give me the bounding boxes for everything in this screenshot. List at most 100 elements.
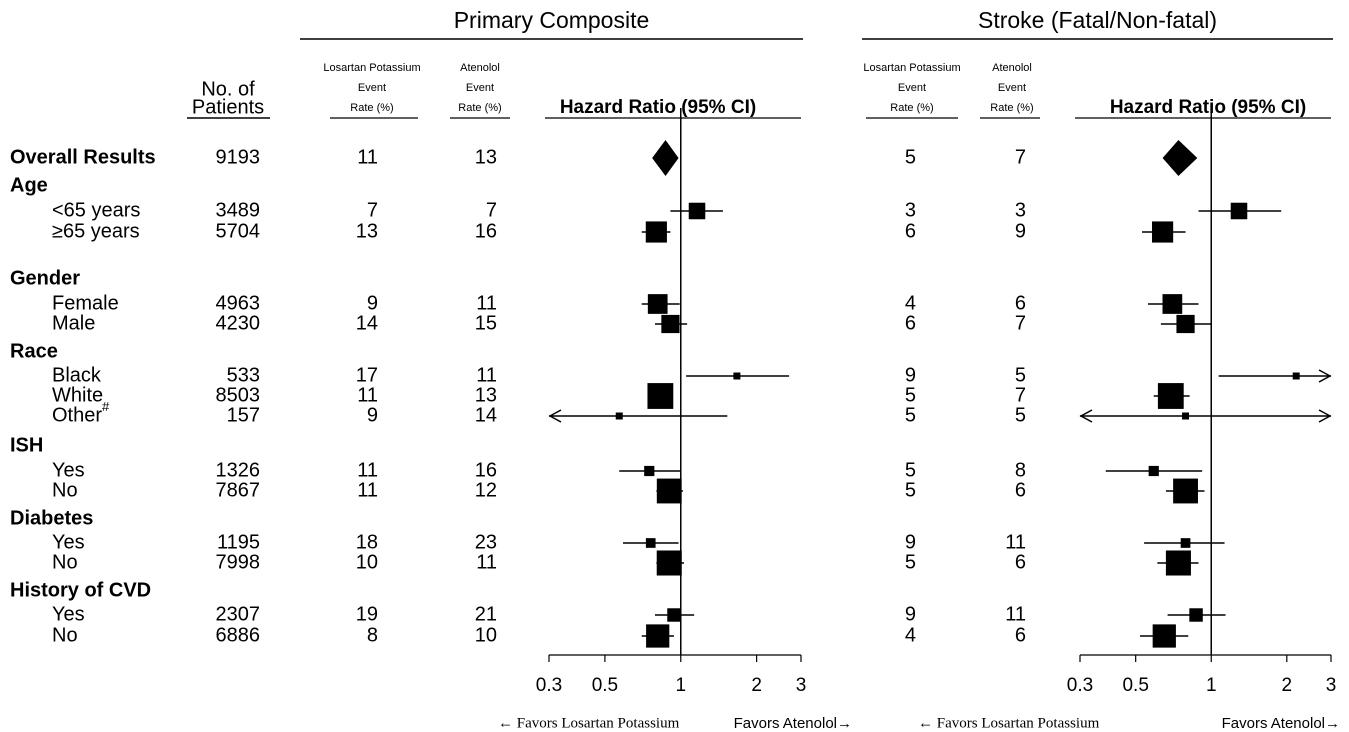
row-label: No [52,551,78,573]
event-rate: 11 [357,459,378,481]
patients: 1326 [216,459,261,481]
hazard-ratio-marker [1230,202,1248,220]
hazard-ratio-marker [1176,314,1195,334]
event-rate: 7 [367,199,378,221]
event-rate: 11 [357,384,378,406]
event-rate: 9 [905,603,916,625]
event-rate: 6 [1015,479,1026,501]
event-rate: 19 [356,603,378,625]
patients: 5704 [216,220,261,242]
footnote-mark: # [102,399,110,414]
event-rate: 5 [1015,404,1026,426]
event-rate: 9 [905,531,916,553]
row-label: Black [52,364,102,386]
row-label: <65 years [52,199,140,221]
event-rate: 17 [356,364,378,386]
hazard-ratio-marker [1182,412,1190,420]
hazard-ratio-marker [646,624,670,648]
hazard-ratio-marker [1180,538,1191,548]
column-header: Rate (%) [350,102,393,114]
x-tick-label: 1 [1206,675,1217,696]
event-rate: 13 [356,220,378,242]
row-label: Yes [52,531,85,553]
event-rate: 5 [905,459,916,481]
event-rate: 21 [475,603,497,625]
column-header: Event [358,82,386,94]
event-rate: 6 [1015,624,1026,646]
event-rate: 16 [475,220,497,242]
event-rate: 5 [905,146,916,168]
patients: 7998 [216,551,261,573]
row-label: Race [10,340,58,362]
patients: 8503 [216,384,261,406]
x-tick-label: 2 [751,675,762,696]
event-rate: 10 [475,624,497,646]
row-label: Gender [10,267,80,289]
x-tick-label: 2 [1282,675,1293,696]
event-rate: 3 [1015,199,1026,221]
event-rate: 13 [475,146,497,168]
x-tick-label: 0.3 [536,675,562,696]
hazard-ratio-marker [1162,294,1183,314]
event-rate: 6 [905,312,916,334]
event-rate: 9 [905,364,916,386]
x-tick-label: 3 [1326,675,1337,696]
column-header: Event [898,82,926,94]
hazard-ratio-marker [1189,608,1203,622]
column-header: Rate (%) [990,102,1033,114]
event-rate: 7 [486,199,497,221]
x-tick-label: 1 [675,675,686,696]
event-rate: 7 [1015,384,1026,406]
event-rate: 16 [475,459,497,481]
column-header: Rate (%) [890,102,933,114]
patients: 2307 [216,603,261,625]
event-rate: 7 [1015,312,1026,334]
hazard-ratio-marker [1292,372,1300,380]
column-header: No. of [201,78,255,100]
patients: 157 [227,404,260,426]
hazard-ratio-marker [1165,550,1191,576]
ci-arrow [548,409,562,423]
row-label: Age [10,174,48,196]
column-header: Rate (%) [458,102,501,114]
summary-diamond [652,140,679,176]
hazard-ratio-marker [1173,478,1198,504]
hazard-ratio-marker [647,294,668,314]
event-rate: 9 [367,292,378,314]
hazard-ratio-marker [656,550,682,576]
event-rate: 8 [1015,459,1026,481]
axis-caption: ← Favors Losartan Potassium [498,715,680,731]
panel-title: Stroke (Fatal/Non-fatal) [978,7,1217,33]
row-label: Overall Results [10,146,156,168]
event-rate: 6 [905,220,916,242]
row-label: Male [52,312,95,334]
patients: 533 [227,364,260,386]
ci-arrow [1318,409,1332,423]
hazard-ratio-marker [645,538,656,548]
event-rate: 5 [905,404,916,426]
hazard-ratio-marker [1152,624,1176,648]
event-rate: 11 [476,551,497,573]
event-rate: 5 [905,551,916,573]
hazard-ratio-marker [733,372,741,380]
hazard-ratio-marker [656,478,682,504]
patients: 7867 [216,479,261,501]
hazard-ratio-marker [647,383,674,409]
hazard-ratio-marker [615,412,623,420]
event-rate: 8 [367,624,378,646]
event-rate: 6 [1015,292,1026,314]
patients: 4230 [216,312,261,334]
axis-caption: Favors Atenolol→ [1222,715,1340,732]
event-rate: 9 [1015,220,1026,242]
ci-arrow [1318,369,1332,383]
event-rate: 23 [475,531,497,553]
event-rate: 3 [905,199,916,221]
row-label: Diabetes [10,507,93,529]
event-rate: 4 [905,292,916,314]
event-rate: 5 [905,479,916,501]
axis-caption: Favors Atenolol→ [734,715,852,732]
event-rate: 7 [1015,146,1026,168]
row-label: Yes [52,459,85,481]
hazard-ratio-marker [688,202,706,220]
